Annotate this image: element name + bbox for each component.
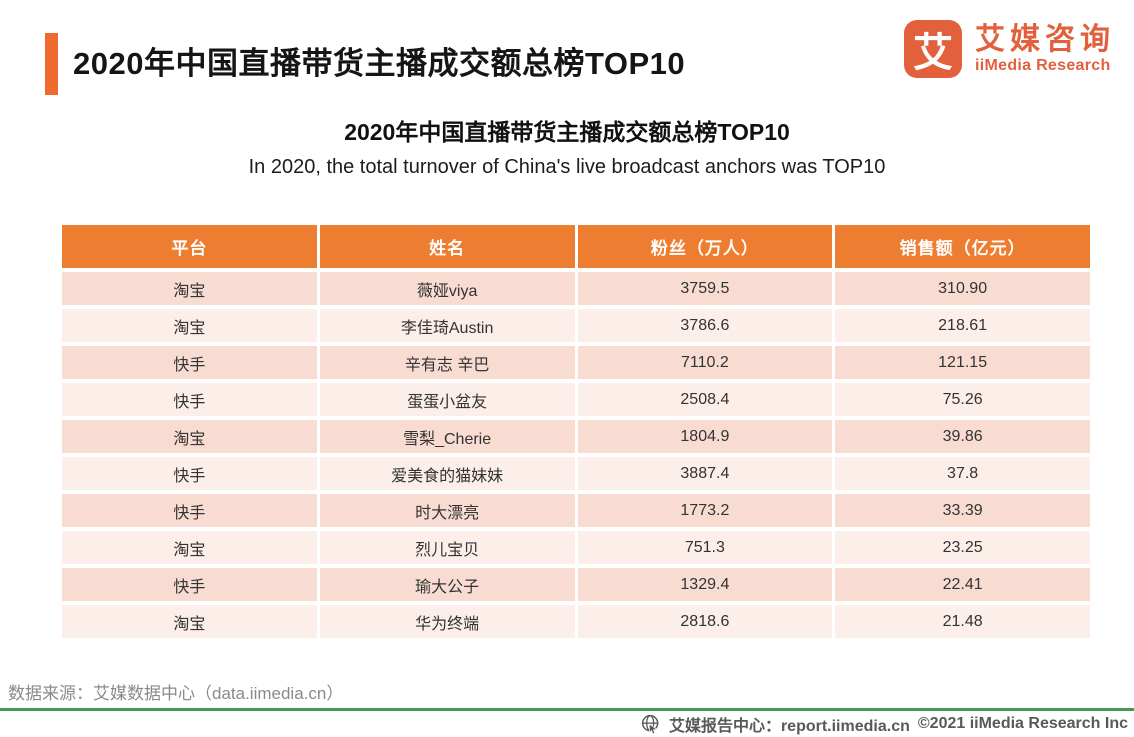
table-cell: 310.90 bbox=[835, 272, 1090, 305]
table-cell: 7110.2 bbox=[577, 346, 833, 379]
table-cell: 瑜大公子 bbox=[319, 568, 575, 601]
table-cell: 淘宝 bbox=[62, 531, 317, 564]
iimedia-logo-icon: 艾 bbox=[904, 20, 962, 78]
table-cell: 快手 bbox=[62, 494, 317, 527]
table-cell: 1804.9 bbox=[577, 420, 833, 453]
table-cell: 烈儿宝贝 bbox=[319, 531, 575, 564]
page-title: 2020年中国直播带货主播成交额总榜TOP10 bbox=[73, 46, 686, 81]
table-cell: 23.25 bbox=[835, 531, 1090, 564]
table-cell: 淘宝 bbox=[62, 272, 317, 305]
table-cell: 2508.4 bbox=[577, 383, 833, 416]
column-header-platform: 平台 bbox=[62, 225, 317, 268]
table-cell: 3786.6 bbox=[577, 309, 833, 342]
table-row: 快手 蛋蛋小盆友 2508.4 75.26 bbox=[62, 383, 1090, 416]
table-cell: 121.15 bbox=[835, 346, 1090, 379]
table-cell: 李佳琦Austin bbox=[319, 309, 575, 342]
table-row: 快手 辛有志 辛巴 7110.2 121.15 bbox=[62, 346, 1090, 379]
table-cell: 薇娅viya bbox=[319, 272, 575, 305]
table-row: 淘宝 烈儿宝贝 751.3 23.25 bbox=[62, 531, 1090, 564]
table-cell: 淘宝 bbox=[62, 420, 317, 453]
table-cell: 淘宝 bbox=[62, 605, 317, 638]
table-body: 淘宝 薇娅viya 3759.5 310.90 淘宝 李佳琦Austin 3786.6 218… bbox=[62, 272, 1090, 638]
report-center-text: 艾媒报告中心：report.iimedia.cn bbox=[668, 718, 910, 735]
table-cell: 218.61 bbox=[835, 309, 1090, 342]
table-cell: 21.48 bbox=[835, 605, 1090, 638]
table-cell: 75.26 bbox=[835, 383, 1090, 416]
footer-report-bar: 艾媒报告中心：report.iimedia.cn ©2021 iiMedia R… bbox=[641, 712, 1128, 736]
ranking-table: 平台 姓名 粉丝（万人） 销售额（亿元） 淘宝 薇娅viya 3759.5 310.9… bbox=[62, 225, 1090, 638]
table-cell: 爱美食的猫妹妹 bbox=[319, 457, 575, 490]
data-source-note: 数据来源：艾媒数据中心（data.iimedia.cn） bbox=[8, 684, 344, 703]
copyright-text: ©2021 iiMedia Research Inc bbox=[917, 715, 1128, 732]
table-header-row: 平台 姓名 粉丝（万人） 销售额（亿元） bbox=[62, 225, 1090, 268]
table-cell: 22.41 bbox=[835, 568, 1090, 601]
table-row: 淘宝 薇娅viya 3759.5 310.90 bbox=[62, 272, 1090, 305]
table-cell: 1773.2 bbox=[577, 494, 833, 527]
table-title-cn: 2020年中国直播带货主播成交额总榜TOP10 bbox=[344, 119, 790, 145]
table-cell: 快手 bbox=[62, 568, 317, 601]
column-header-sales: 销售额（亿元） bbox=[835, 225, 1090, 268]
table-row: 淘宝 李佳琦Austin 3786.6 218.61 bbox=[62, 309, 1090, 342]
table-cell: 37.8 bbox=[835, 457, 1090, 490]
table-title-en: In 2020, the total turnover of China's l… bbox=[248, 156, 886, 178]
table-row: 淘宝 华为终端 2818.6 21.48 bbox=[62, 605, 1090, 638]
table-cell: 时大漂亮 bbox=[319, 494, 575, 527]
table-row: 快手 爱美食的猫妹妹 3887.4 37.8 bbox=[62, 457, 1090, 490]
column-header-name: 姓名 bbox=[319, 225, 575, 268]
logo-name-cn: 艾媒咨询 bbox=[975, 22, 1115, 56]
logo-name-en: iiMedia Research bbox=[975, 57, 1111, 75]
table-cell: 快手 bbox=[62, 457, 317, 490]
logo-text: 艾媒咨询 iiMedia Research bbox=[975, 23, 1115, 76]
iimedia-logo: 艾 艾媒咨询 iiMedia Research bbox=[904, 20, 1115, 78]
table-cell: 华为终端 bbox=[319, 605, 575, 638]
table-cell: 快手 bbox=[62, 383, 317, 416]
table-cell: 雪梨_Cherie bbox=[319, 420, 575, 453]
table-cell: 33.39 bbox=[835, 494, 1090, 527]
table-cell: 3759.5 bbox=[577, 272, 833, 305]
table-cell: 751.3 bbox=[577, 531, 833, 564]
table-cell: 辛有志 辛巴 bbox=[319, 346, 575, 379]
table-row: 淘宝 雪梨_Cherie 1804.9 39.86 bbox=[62, 420, 1090, 453]
table-cell: 蛋蛋小盆友 bbox=[319, 383, 575, 416]
table-row: 快手 时大漂亮 1773.2 33.39 bbox=[62, 494, 1090, 527]
column-header-fans: 粉丝（万人） bbox=[577, 225, 833, 268]
table-cell: 1329.4 bbox=[577, 568, 833, 601]
table-row: 快手 瑜大公子 1329.4 22.41 bbox=[62, 568, 1090, 601]
table-cell: 快手 bbox=[62, 346, 317, 379]
globe-cursor-icon bbox=[641, 714, 659, 734]
footer-divider-line bbox=[0, 708, 1134, 711]
table-cell: 39.86 bbox=[835, 420, 1090, 453]
title-accent-bar bbox=[45, 33, 58, 95]
table-cell: 淘宝 bbox=[62, 309, 317, 342]
table-cell: 3887.4 bbox=[577, 457, 833, 490]
table-cell: 2818.6 bbox=[577, 605, 833, 638]
